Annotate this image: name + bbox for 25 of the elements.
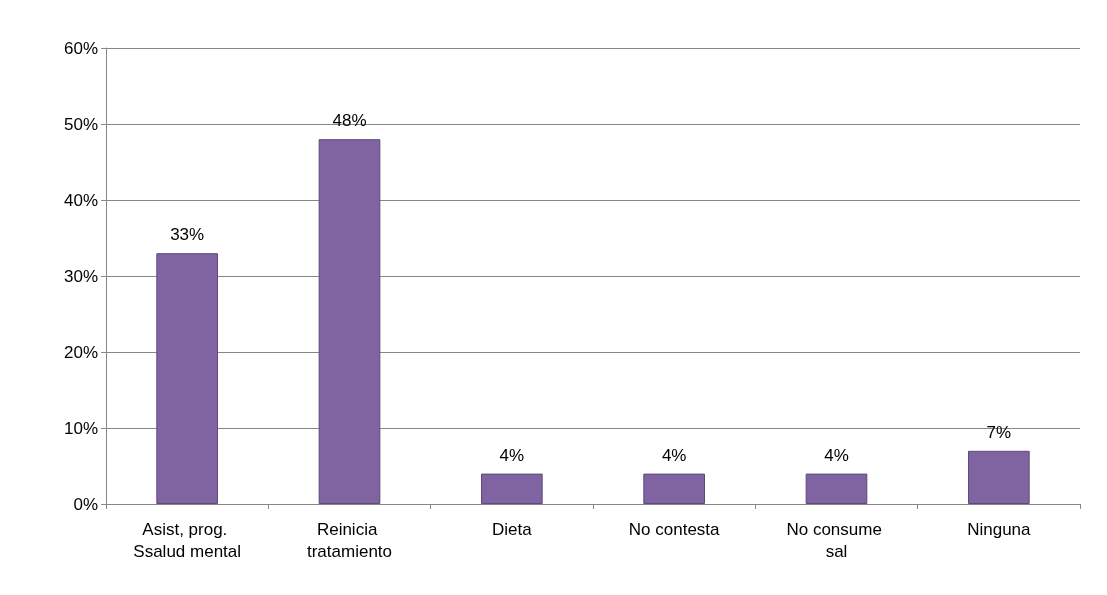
bar (480, 473, 543, 504)
x-tick-label: Ninguna (967, 519, 1032, 539)
y-tick-label: 30% (63, 266, 98, 286)
data-label: 4% (661, 445, 687, 465)
data-label: 4% (824, 445, 849, 465)
data-label: 48% (332, 111, 367, 131)
data-label: 33% (170, 225, 205, 245)
bar (805, 473, 868, 504)
bar (156, 253, 219, 504)
x-tick-label: Reinicia tratamiento (306, 519, 393, 561)
x-tick-label: Asist, prog. Ssalud mental (133, 519, 242, 561)
bar (643, 473, 706, 504)
y-tick-label: 60% (63, 38, 98, 58)
y-tick-label: 20% (63, 342, 98, 362)
bar (318, 139, 381, 504)
bar (967, 450, 1030, 504)
y-tick-label: 0% (73, 494, 98, 514)
data-label: 7% (986, 422, 1012, 442)
x-tick-label: Dieta (491, 519, 533, 539)
x-tick-label: No consume sal (786, 519, 887, 561)
y-tick-label: 50% (63, 114, 98, 134)
y-tick-label: 10% (63, 418, 98, 438)
x-tick-label: No contesta (628, 519, 721, 539)
y-tick-label: 40% (63, 190, 98, 210)
data-label: 4% (499, 445, 525, 465)
